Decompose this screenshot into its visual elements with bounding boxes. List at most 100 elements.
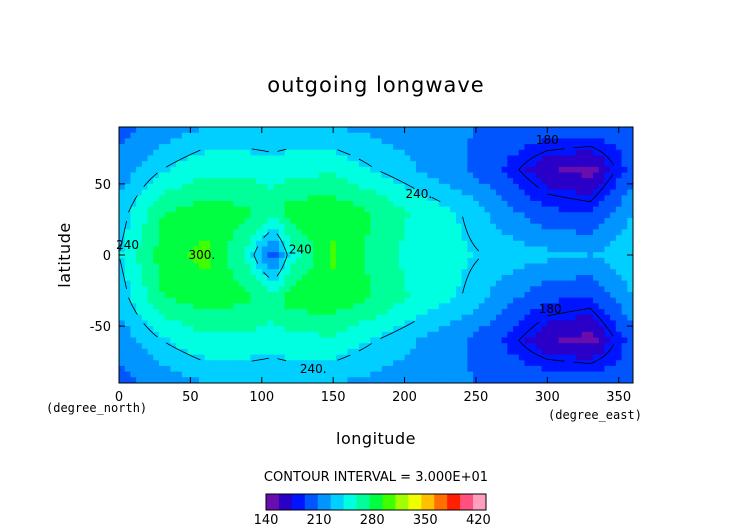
heatmap-cell	[575, 138, 582, 145]
heatmap-cell	[324, 240, 331, 247]
heatmap-cell	[558, 320, 565, 327]
heatmap-cell	[421, 218, 428, 225]
heatmap-cell	[267, 297, 274, 304]
heatmap-cell	[450, 320, 457, 327]
heatmap-cell	[301, 269, 308, 276]
heatmap-cell	[250, 229, 257, 236]
heatmap-cell	[324, 331, 331, 338]
heatmap-cell	[273, 257, 280, 264]
heatmap-cell	[415, 354, 423, 361]
heatmap-cell	[278, 360, 286, 367]
heatmap-cell	[518, 235, 525, 242]
heatmap-cell	[238, 252, 246, 259]
heatmap-cell	[473, 354, 480, 361]
heatmap-cell	[244, 138, 251, 145]
heatmap-cell	[501, 286, 508, 293]
heatmap-cell	[273, 235, 280, 242]
heatmap-cell	[153, 343, 160, 350]
heatmap-cell	[461, 206, 468, 213]
heatmap-cell	[341, 183, 348, 190]
heatmap-cell	[221, 314, 228, 321]
heatmap-cell	[358, 314, 365, 321]
heatmap-cell	[136, 206, 143, 213]
heatmap-cell	[187, 303, 194, 310]
heatmap-cell	[478, 274, 485, 281]
heatmap-cell	[433, 314, 440, 321]
heatmap-cell	[598, 138, 605, 145]
heatmap-cell	[256, 138, 263, 145]
heatmap-cell	[381, 155, 388, 162]
heatmap-cell	[193, 365, 200, 373]
heatmap-cell	[541, 360, 548, 367]
heatmap-cell	[119, 331, 126, 338]
heatmap-cell	[444, 172, 451, 179]
heatmap-cell	[461, 280, 468, 287]
heatmap-cell	[410, 331, 417, 338]
heatmap-cell	[364, 337, 371, 344]
heatmap-cell	[227, 314, 234, 321]
heatmap-cell	[119, 377, 126, 383]
heatmap-cell	[564, 297, 571, 304]
heatmap-cell	[621, 252, 628, 259]
heatmap-cell	[593, 348, 600, 355]
heatmap-cell	[318, 309, 325, 316]
heatmap-cell	[484, 127, 491, 134]
heatmap-cell	[535, 371, 543, 378]
heatmap-cell	[518, 360, 525, 367]
heatmap-cell	[278, 178, 286, 185]
heatmap-cell	[204, 189, 211, 196]
heatmap-cell	[244, 212, 251, 219]
heatmap-cell	[193, 127, 200, 134]
heatmap-cell	[130, 138, 137, 145]
heatmap-cell	[604, 183, 611, 190]
heatmap-cell	[501, 149, 508, 156]
heatmap-cell	[330, 314, 337, 321]
heatmap-cell	[564, 252, 571, 259]
heatmap-cell	[473, 235, 480, 242]
heatmap-cell	[450, 155, 457, 162]
heatmap-cell	[198, 314, 206, 321]
heatmap-cell	[575, 303, 582, 310]
heatmap-cell	[518, 183, 525, 190]
heatmap-cell	[358, 155, 365, 162]
heatmap-cell	[341, 212, 348, 219]
heatmap-cell	[387, 218, 394, 225]
heatmap-cell	[587, 354, 594, 361]
heatmap-cell	[535, 291, 543, 299]
heatmap-cell	[410, 195, 417, 202]
heatmap-cell	[598, 337, 605, 344]
heatmap-cell	[501, 297, 508, 304]
x-tick-label: 150	[321, 390, 346, 405]
heatmap-cell	[444, 377, 451, 383]
heatmap-cell	[438, 280, 445, 287]
heatmap-cell	[495, 286, 503, 293]
heatmap-cell	[119, 371, 126, 378]
heatmap-cell	[575, 206, 582, 213]
heatmap-cell	[221, 348, 228, 355]
heatmap-cell	[256, 360, 263, 367]
heatmap-cell	[627, 348, 633, 355]
heatmap-cell	[324, 360, 331, 367]
heatmap-cell	[278, 365, 286, 373]
heatmap-cell	[273, 365, 280, 373]
heatmap-cell	[621, 223, 628, 230]
heatmap-cell	[473, 166, 480, 173]
heatmap-cell	[261, 309, 268, 316]
heatmap-cell	[581, 206, 588, 213]
heatmap-cell	[513, 138, 520, 145]
heatmap-cell	[244, 235, 251, 242]
heatmap-cell	[421, 223, 428, 230]
heatmap-cell	[370, 326, 377, 333]
heatmap-cell	[587, 343, 594, 350]
heatmap-cell	[513, 309, 520, 316]
heatmap-cell	[535, 252, 543, 259]
heatmap-cell	[415, 138, 423, 145]
heatmap-cell	[381, 189, 388, 196]
heatmap-cell	[353, 166, 360, 173]
heatmap-cell	[341, 189, 348, 196]
heatmap-cell	[455, 189, 463, 196]
heatmap-cell	[119, 178, 126, 185]
heatmap-cell	[478, 138, 485, 145]
heatmap-cell	[621, 326, 628, 333]
heatmap-cell	[570, 320, 577, 327]
